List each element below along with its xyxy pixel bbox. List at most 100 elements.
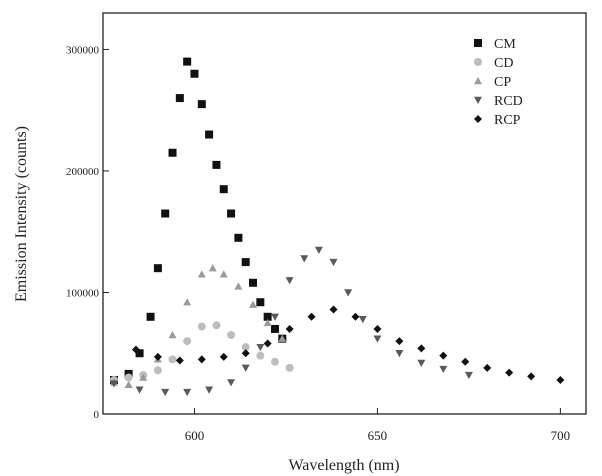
data-point-rcd — [227, 379, 236, 387]
data-point-rcp — [417, 344, 426, 353]
series-rcp — [131, 305, 565, 384]
data-point-cp — [197, 270, 206, 278]
data-point-rcd — [270, 313, 279, 321]
data-point-rcd — [464, 371, 473, 380]
data-series — [109, 57, 565, 397]
legend-marker-rcp — [474, 115, 482, 123]
series-cp — [109, 264, 287, 389]
y-tick-label: 300000 — [66, 44, 100, 56]
data-point-cd — [183, 337, 192, 346]
y-tick-label: 0 — [94, 409, 100, 421]
data-point-cm — [263, 312, 272, 321]
data-point-rcd — [241, 364, 250, 372]
x-tick-label: 650 — [368, 428, 388, 443]
series-cd — [109, 321, 294, 384]
data-point-cp — [263, 318, 272, 327]
data-point-rcd — [329, 258, 338, 267]
y-axis-label: Emission Intensity (counts) — [13, 126, 30, 302]
x-tick-label: 600 — [185, 428, 205, 443]
data-point-cd — [227, 331, 236, 340]
data-point-cp — [183, 298, 192, 306]
data-point-rcp — [439, 351, 448, 360]
data-point-rcd — [395, 350, 404, 358]
data-point-cm — [234, 233, 243, 242]
plot-frame — [102, 12, 587, 415]
data-point-rcp — [197, 355, 206, 364]
data-point-cm — [249, 278, 258, 287]
data-point-rcd — [314, 246, 323, 254]
data-point-cm — [227, 209, 236, 218]
legend-label-cm: CM — [494, 37, 516, 52]
data-point-rcd — [358, 316, 367, 324]
data-point-cp — [278, 334, 287, 342]
data-point-rcp — [527, 372, 536, 381]
data-point-rcp — [483, 363, 492, 372]
data-point-cm — [205, 130, 214, 139]
data-point-rcp — [556, 375, 565, 384]
data-point-rcp — [219, 352, 228, 361]
legend-label-cd: CD — [494, 56, 513, 71]
data-point-cp — [219, 270, 228, 278]
data-point-cp — [208, 264, 217, 272]
data-point-cm — [153, 264, 162, 273]
y-axis-ticks: 0 100000 200000 300000 — [66, 44, 109, 421]
x-tick-label: 700 — [551, 428, 571, 443]
data-point-cm — [175, 94, 184, 103]
data-point-rcp — [131, 345, 140, 354]
series-rcd — [109, 246, 473, 397]
legend-label-rcd: RCD — [494, 94, 523, 109]
data-point-rcp — [263, 339, 272, 348]
y-tick-label: 200000 — [66, 166, 100, 178]
data-point-rcd — [161, 388, 170, 397]
data-point-cp — [249, 300, 258, 308]
data-point-rcd — [344, 289, 353, 297]
data-point-rcp — [505, 368, 514, 377]
data-point-rcp — [351, 312, 360, 321]
data-point-cm — [146, 312, 155, 321]
data-point-rcp — [241, 349, 250, 358]
legend-label-cp: CP — [494, 75, 511, 90]
data-point-cd — [241, 343, 250, 352]
legend-label-rcp: RCP — [494, 113, 521, 128]
data-point-cm — [212, 160, 221, 169]
data-point-cm — [135, 349, 144, 358]
data-point-rcp — [285, 324, 294, 333]
data-point-cm — [241, 258, 250, 267]
data-point-cm — [190, 69, 199, 78]
data-point-cp — [124, 380, 133, 389]
legend: CM CD CP RCD RCP — [474, 37, 523, 128]
data-point-cp — [139, 373, 148, 381]
series-cm — [109, 57, 287, 384]
data-point-rcd — [256, 343, 265, 352]
data-point-cm — [183, 57, 192, 66]
data-point-rcd — [183, 388, 192, 397]
data-point-cd — [212, 321, 221, 330]
data-point-rcp — [329, 305, 338, 314]
data-point-rcd — [417, 359, 426, 367]
data-point-cm — [197, 100, 206, 109]
data-point-rcp — [395, 337, 404, 346]
data-point-rcd — [205, 386, 214, 394]
data-point-cd — [256, 351, 265, 360]
data-point-rcp — [461, 357, 470, 366]
data-point-cd — [270, 357, 279, 366]
data-point-cd — [197, 322, 206, 331]
data-point-rcp — [175, 356, 184, 365]
data-point-rcp — [307, 312, 316, 321]
data-point-cd — [153, 366, 162, 375]
data-point-rcp — [373, 324, 382, 333]
data-point-rcd — [439, 365, 448, 374]
data-point-cd — [285, 363, 294, 372]
legend-marker-cm — [474, 39, 482, 47]
x-axis-label: Wavelength (nm) — [288, 457, 399, 474]
data-point-rcd — [300, 255, 309, 263]
data-point-cp — [234, 282, 243, 290]
y-tick-label: 100000 — [66, 287, 100, 299]
data-point-rcd — [135, 386, 144, 394]
data-point-cm — [256, 298, 265, 307]
data-point-cm — [270, 324, 279, 333]
data-point-cp — [168, 331, 177, 339]
data-point-rcd — [109, 380, 118, 388]
legend-marker-rcd — [474, 96, 482, 104]
